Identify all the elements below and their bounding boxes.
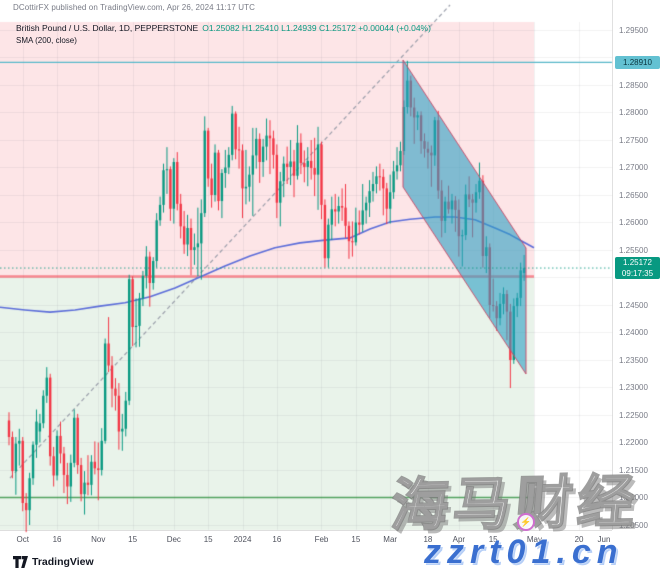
time-tick-label: Mar	[383, 535, 398, 544]
time-tick-label: Apr	[452, 535, 466, 544]
price-tick-label: 1.26500	[619, 190, 648, 200]
time-tick-label: Nov	[91, 535, 106, 544]
time-tick-label: 18	[423, 535, 433, 544]
time-tick-label: 16	[272, 535, 282, 544]
time-tick-label: Feb	[314, 535, 329, 544]
time-tick-label: Oct	[16, 535, 29, 544]
last-price-label: 1.25172 09:17:35	[615, 257, 660, 280]
last-price-value: 1.25172	[623, 258, 652, 268]
bar-countdown: 09:17:35	[621, 269, 654, 279]
price-tick-label: 1.27000	[619, 163, 648, 172]
price-tick-label: 1.24500	[619, 300, 648, 310]
price-tick-label: 1.29500	[619, 25, 648, 35]
lightning-badge-icon: ⚡	[517, 513, 535, 531]
watermark-chinese: 海马财经	[387, 468, 643, 540]
time-tick-label: 15	[203, 535, 213, 544]
watermark-site-url: zzrt01.cn	[424, 533, 624, 571]
price-tick-label: 1.22500	[619, 410, 648, 420]
price-tick-label: 1.21500	[619, 465, 648, 475]
tradingview-logo-text: TradingView	[32, 556, 94, 568]
time-tick-label: May	[526, 535, 542, 544]
price-tick-label: 1.28500	[619, 80, 648, 90]
time-tick-label: Dec	[166, 535, 181, 544]
price-tick-label: 1.20500	[619, 520, 648, 530]
time-tick-label: 20	[574, 535, 584, 544]
price-tick-label: 1.25500	[619, 245, 648, 255]
symbol-title: British Pound / U.S. Dollar, 1D, PEPPERS…	[16, 23, 199, 33]
time-tick-label: 15	[128, 535, 138, 544]
chart-legend: British Pound / U.S. Dollar, 1D, PEPPERS…	[16, 23, 431, 45]
price-tick-label: 1.28000	[619, 108, 648, 117]
price-tick-label: 1.24000	[619, 328, 648, 337]
attribution-text: DCottirFX published on TradingView.com, …	[13, 3, 256, 12]
ohlc-values: O1.25082 H1.25410 L1.24939 C1.25172 +0.0…	[202, 23, 431, 33]
time-tick-label: 2024	[233, 535, 252, 544]
price-tick-label: 1.21000	[619, 493, 648, 502]
tradingview-logo-icon	[13, 556, 28, 568]
price-tick-label: 1.27500	[619, 135, 648, 145]
price-tick-label: 1.26000	[619, 218, 648, 227]
time-tick-label: 16	[52, 535, 62, 544]
price-tick-label: 1.22000	[619, 438, 648, 447]
price-tick-label: 1.23000	[619, 383, 648, 392]
price-tick-label: 1.23500	[619, 355, 648, 365]
indicator-legend: SMA (200, close)	[16, 36, 77, 45]
price-scale[interactable]: 1.28910 1.25172 09:17:35 1.29500 1.28500 1…	[612, 0, 662, 530]
tradingview-logo[interactable]: TradingView	[13, 556, 94, 568]
time-tick-label: 15	[488, 535, 498, 544]
time-scale[interactable]: Oct 16 Nov 15 Dec 15 2024 16 Feb 15 Mar 18 Apr 15 May 2…	[0, 530, 612, 553]
time-tick-label: 15	[351, 535, 361, 544]
level-price-label: 1.28910	[615, 55, 660, 69]
time-tick-label: Jun	[597, 535, 611, 544]
